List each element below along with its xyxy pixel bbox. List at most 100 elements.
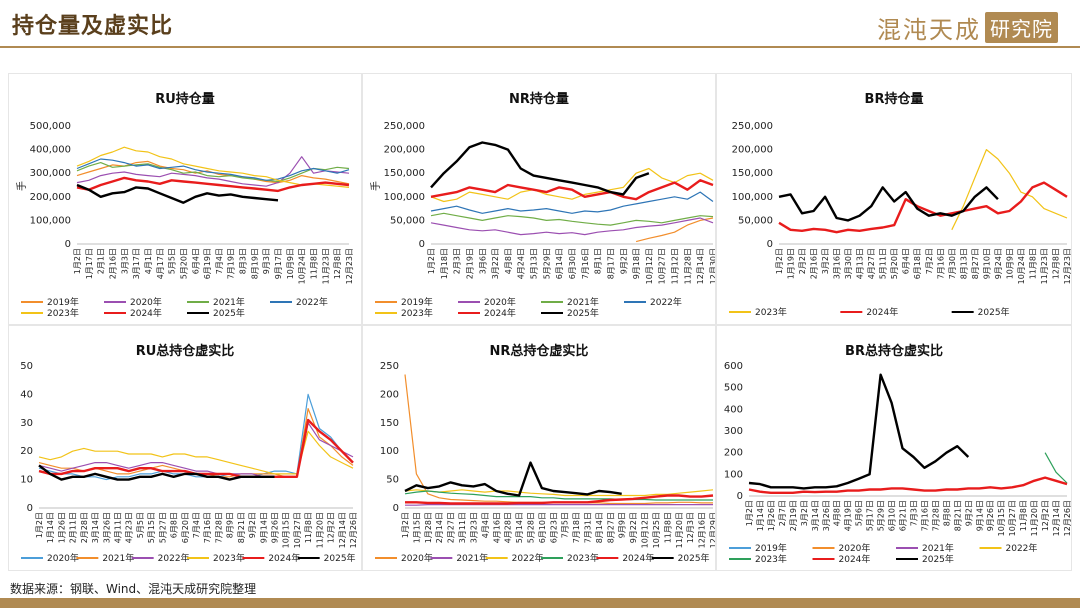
- x-tick-label: 6月8日: [170, 512, 179, 538]
- x-tick-label: 3月26日: [822, 500, 831, 531]
- chart-grid: RU持仓量 0 100,000 200,000 300,000 400,000 500,0…: [8, 73, 1072, 571]
- x-tick-label: 12月26日: [349, 512, 358, 548]
- y-tick-label: 0: [737, 491, 743, 502]
- x-tick-label: 8月21日: [237, 512, 246, 543]
- y-tick-label: 100: [724, 469, 743, 480]
- legend-label: 2020年: [484, 296, 516, 308]
- x-tick-label: 11月8日: [1028, 248, 1037, 279]
- series-line: [430, 141, 650, 196]
- x-tick-label: 10月27日: [658, 248, 667, 284]
- x-tick-label: 6月14日: [555, 248, 564, 279]
- legend-label: 2025年: [567, 307, 599, 319]
- legend-label: 2024年: [622, 552, 654, 564]
- series-line: [76, 156, 350, 187]
- x-tick-label: 2月14日: [435, 512, 444, 543]
- x-tick-label: 5月29日: [877, 500, 886, 531]
- x-tick-label: 3月2日: [821, 248, 830, 274]
- x-tick-label: 11月28日: [683, 248, 692, 284]
- x-tick-label: 6月19日: [203, 248, 212, 279]
- x-tick-label: 1月2日: [775, 248, 784, 274]
- x-tick-label: 9月10日: [982, 248, 991, 279]
- y-tick-label: 200: [380, 389, 399, 400]
- series-line: [778, 186, 999, 222]
- y-tick-label: 100,000: [384, 192, 425, 203]
- x-tick-label: 2月16日: [810, 248, 819, 279]
- x-tick-label: 8月21日: [953, 500, 962, 531]
- x-tick-label: 6月4日: [191, 248, 200, 274]
- series-line: [430, 179, 714, 201]
- legend-label: 2025年: [324, 552, 356, 564]
- page-title: 持仓量及虚实比: [12, 13, 174, 39]
- x-tick-label: 1月26日: [57, 512, 66, 543]
- x-tick-label: 2月27日: [447, 512, 456, 543]
- x-tick-label: 5月28日: [526, 512, 535, 543]
- chart-panel-nr-oi: NR持仓量 0 50,000 100,000 150,000 200,000 250,00…: [362, 73, 716, 325]
- x-tick-label: 2月19日: [789, 500, 798, 531]
- y-tick-label: 200,000: [732, 145, 773, 156]
- x-tick-label: 1月14日: [46, 512, 55, 543]
- x-tick-label: 9月2日: [964, 500, 973, 526]
- x-tick-label: 4月28日: [504, 512, 513, 543]
- legend-label: 2023年: [755, 306, 787, 318]
- x-tick-label: 9月22日: [629, 512, 638, 543]
- x-tick-label: 9月2日: [619, 248, 628, 274]
- series-line: [430, 212, 714, 226]
- legend-label: 2023年: [755, 553, 787, 565]
- chart-svg: 0 50,000 100,000 150,000 200,000 250,000 手 1月2日…: [369, 121, 715, 319]
- x-tick-label: 1月2日: [73, 248, 82, 274]
- legend-label: 2021年: [567, 296, 599, 308]
- x-tick-label: 10月9日: [1005, 248, 1014, 279]
- legend-label: 2025年: [922, 553, 954, 565]
- legend-label: 2021年: [102, 552, 134, 564]
- x-tick-label: 9月14日: [259, 512, 268, 543]
- x-tick-label: 5月6日: [855, 500, 864, 526]
- y-tick-label: 500: [724, 383, 743, 394]
- y-tick-label: 0: [767, 239, 773, 250]
- series-line: [405, 494, 714, 505]
- x-tick-label: 3月23日: [469, 512, 478, 543]
- legend-label: 2020年: [401, 552, 433, 564]
- x-tick-label: 2月3日: [453, 248, 462, 274]
- legend-label: 2021年: [922, 542, 954, 554]
- y-tick-label: 10: [20, 475, 33, 486]
- x-tick-label: 10月24日: [1017, 248, 1026, 284]
- x-tick-label: 2月11日: [69, 512, 78, 543]
- x-tick-label: 7月16日: [920, 500, 929, 531]
- x-tick-label: 8月1日: [594, 248, 603, 274]
- chart-title: NR总持仓虚实比: [489, 344, 589, 359]
- x-tick-label: 9月24日: [994, 248, 1003, 279]
- x-tick-label: 2月28日: [80, 512, 89, 543]
- header-divider: [0, 46, 1080, 48]
- x-tick-label: 10月27日: [293, 512, 302, 548]
- x-tick-label: 12月14日: [696, 248, 705, 284]
- x-tick-label: 3月11日: [458, 512, 467, 543]
- chart-title: NR持仓量: [509, 92, 569, 107]
- x-tick-label: 8月9日: [226, 512, 235, 538]
- y-tick-label: 500,000: [30, 121, 71, 132]
- series-line: [430, 167, 714, 203]
- legend-label: 2025年: [978, 306, 1010, 318]
- legend-label: 2021年: [213, 296, 245, 308]
- x-tick-label: 11月20日: [1030, 500, 1039, 536]
- legend-label: 2024年: [484, 307, 516, 319]
- x-tick-label: 11月23日: [1040, 248, 1049, 284]
- chart-panel-ru-oi: RU持仓量 0 100,000 200,000 300,000 400,000 500,0…: [8, 73, 362, 325]
- x-tick-label: 5月5日: [136, 512, 145, 538]
- x-tick-label: 4月8日: [504, 248, 513, 274]
- x-tick-label: 6月23日: [549, 512, 558, 543]
- x-tick-label: 8月27日: [606, 512, 615, 543]
- series-line: [430, 191, 714, 214]
- x-tick-label: 3月6日: [478, 248, 487, 274]
- x-tick-label: 4月1日: [144, 248, 153, 274]
- x-tick-label: 3月14日: [91, 512, 100, 543]
- x-tick-label: 7月31日: [584, 512, 593, 543]
- y-tick-label: 150: [380, 418, 399, 429]
- x-tick-label: 11月12日: [671, 248, 680, 284]
- x-tick-label: 3月26日: [102, 512, 111, 543]
- data-source-note: 数据来源：钢联、Wind、混沌天成研究院整理: [10, 582, 257, 596]
- x-tick-label: 1月2日: [401, 512, 410, 538]
- x-tick-label: 8月27日: [971, 248, 980, 279]
- x-tick-label: 12月29日: [709, 512, 715, 548]
- x-tick-label: 1月2日: [427, 248, 436, 274]
